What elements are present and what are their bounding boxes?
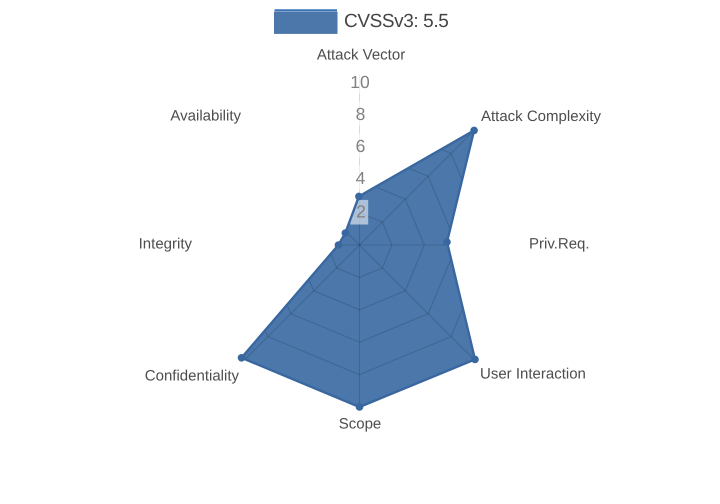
svg-text:Scope: Scope (339, 416, 382, 433)
svg-text:Attack Vector: Attack Vector (317, 46, 405, 63)
svg-text:Priv.Req.: Priv.Req. (529, 235, 590, 252)
svg-text:Integrity: Integrity (139, 235, 193, 252)
svg-text:User Interaction: User Interaction (480, 365, 586, 382)
svg-text:2: 2 (356, 201, 366, 221)
svg-text:CVSSv3: 5.5: CVSSv3: 5.5 (344, 11, 448, 32)
svg-text:Attack Complexity: Attack Complexity (481, 108, 602, 125)
svg-text:4: 4 (356, 168, 366, 188)
svg-text:10: 10 (350, 72, 370, 92)
svg-text:6: 6 (356, 136, 366, 156)
svg-text:Confidentiality: Confidentiality (145, 367, 240, 384)
svg-text:8: 8 (356, 104, 366, 124)
svg-text:Availability: Availability (170, 108, 241, 125)
